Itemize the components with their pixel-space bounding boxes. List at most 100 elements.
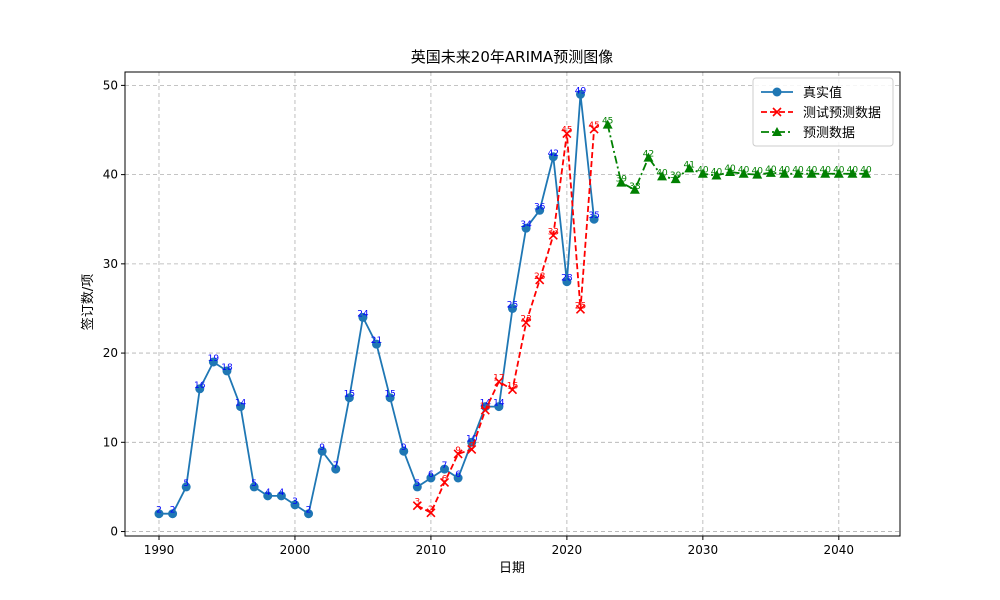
x-axis-label: 日期 [499,561,525,576]
data-point-circle [440,464,450,474]
plot-frame [124,71,901,537]
data-point-circle [385,393,395,403]
data-label: 39 [670,171,682,181]
data-point-circle [317,446,327,456]
data-label: 38 [629,182,641,192]
data-point-triangle [779,168,790,178]
x-tick-label: 2000 [280,543,311,557]
data-label: 34 [520,220,532,230]
data-point-x [439,477,450,488]
data-point-circle [344,393,354,403]
data-point-triangle [616,177,627,187]
data-label: 40 [779,166,791,176]
data-label: 9 [401,443,407,453]
data-point-x [562,129,572,139]
data-label: 40 [697,166,709,176]
data-point-circle [276,491,286,501]
data-label: 18 [221,363,233,373]
data-point-circle [453,473,463,483]
data-label: 40 [752,167,764,177]
data-label: 45 [588,121,599,131]
y-tick-label: 40 [103,168,118,182]
data-label: 40 [819,166,831,176]
data-label: 40 [724,164,736,174]
data-point-circle [181,482,191,492]
data-label: 5 [414,479,420,489]
data-label: 5 [251,479,257,489]
x-tick-label: 2010 [416,543,447,557]
data-label: 14 [480,399,492,409]
data-label: 45 [561,126,572,136]
data-label: 16 [507,382,519,392]
legend-entry: 测试预测数据 [761,106,881,121]
data-point-x [521,318,531,328]
data-label: 40 [656,168,668,178]
data-label: 25 [507,300,518,310]
data-point-x [589,124,599,134]
data-point-circle [195,384,205,394]
data-point-triangle [711,170,722,180]
data-point-circle [263,491,273,501]
y-tick-label: 10 [103,435,118,449]
data-label: 2 [156,506,162,516]
data-point-x [548,230,558,240]
data-label: 28 [561,274,573,284]
data-point-triangle [847,168,858,178]
data-label: 19 [208,354,220,364]
data-point-circle [372,339,382,349]
data-label: 15 [344,390,355,400]
data-point-triangle [765,167,776,177]
data-point-circle [236,402,246,412]
data-point-circle [358,312,368,322]
data-label: 23 [520,315,531,325]
data-label: 21 [371,336,382,346]
data-label: 40 [792,166,804,176]
data-label: 35 [588,211,599,221]
data-label: 40 [833,166,845,176]
data-point-triangle [793,168,804,178]
data-label: 3 [414,498,420,508]
data-label: 10 [466,434,478,444]
data-point-circle [208,357,218,367]
data-label: 14 [493,399,505,409]
data-point-x [494,377,504,387]
data-label: 45 [602,117,613,127]
x-tick-label: 2030 [688,543,719,557]
x-tick-label: 2020 [552,543,583,557]
data-label: 17 [493,374,504,384]
data-point-circle [508,303,517,313]
data-label: 9 [455,446,461,456]
series-line [416,129,595,515]
data-label: 9 [469,441,475,451]
data-label: 4 [278,488,284,498]
data-label: 16 [194,381,206,391]
data-label: 4 [265,488,271,498]
data-label: 9 [319,443,325,453]
data-point-triangle [684,163,695,173]
legend-entry: 预测数据 [761,126,855,141]
data-point-triangle [833,168,844,178]
data-label: 28 [534,272,546,282]
data-point-triangle [806,168,817,178]
x-tick-label: 2040 [824,543,855,557]
data-point-circle [399,446,409,456]
data-point-x [412,501,422,511]
data-point-circle [249,482,259,492]
chart-title: 英国未来20年ARIMA预测图像 [411,48,613,66]
data-point-circle [772,87,782,97]
data-label: 7 [442,461,448,471]
data-label: 14 [480,402,492,412]
data-label: 7 [333,461,339,471]
data-point-circle [412,482,422,492]
data-point-x [507,385,518,395]
data-point-circle [548,152,558,162]
data-label: 40 [847,166,859,176]
data-point-circle [304,509,314,519]
data-label: 36 [534,202,546,212]
data-point-triangle [752,169,763,179]
y-axis-label: 签订数/项 [80,274,96,330]
y-tick-label: 30 [103,257,118,271]
data-label: 3 [292,497,298,507]
